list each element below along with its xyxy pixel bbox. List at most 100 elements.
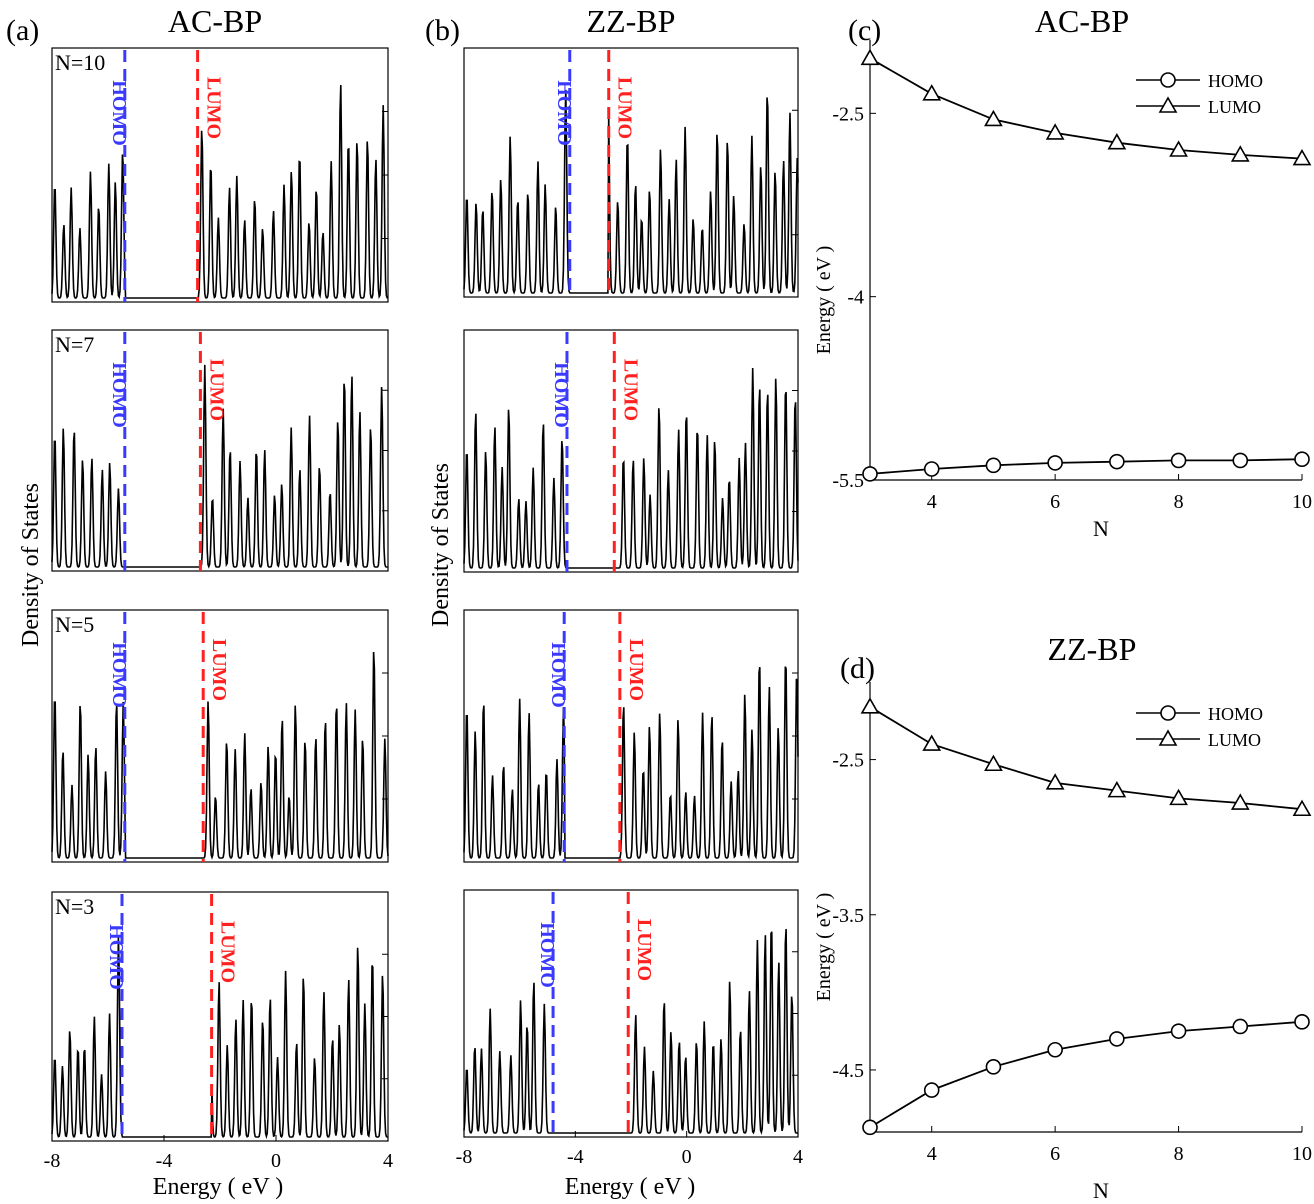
dos-curve (463, 367, 799, 570)
n-label: N=3 (55, 894, 94, 919)
point-lumo (1045, 773, 1065, 790)
xtick-label: 10 (1292, 491, 1312, 513)
legend-label: LUMO (1208, 730, 1261, 750)
dos-xtick-label: 0 (271, 1150, 281, 1172)
panel-a-title: AC-BP (168, 3, 262, 39)
xtick-label: 4 (927, 1143, 937, 1165)
y-axis-label: Energy ( eV ) (813, 246, 835, 355)
dos-xtick-label: 4 (793, 1146, 803, 1168)
homo-label: HOMO (108, 362, 130, 428)
point-lumo (1107, 781, 1127, 798)
dos-ylabel-mid: Density of States (428, 463, 454, 627)
dos-xtick-label: -8 (44, 1150, 61, 1172)
homo-label: HOMO (547, 642, 569, 708)
point-homo (1294, 451, 1310, 468)
homo-label: HOMO (550, 362, 572, 428)
legend-marker (1160, 705, 1176, 721)
dos-xtick-label: -8 (456, 1146, 473, 1168)
dos-curve (463, 666, 799, 860)
dos-panel-a-row: HOMO LUMO N=10 (51, 47, 389, 303)
point-lumo (1169, 140, 1188, 157)
point-homo (1232, 1018, 1249, 1035)
point-homo (1047, 1041, 1063, 1058)
point-lumo (860, 697, 880, 714)
point-lumo (1169, 788, 1188, 806)
legend-label: HOMO (1208, 704, 1263, 724)
point-homo (862, 466, 878, 482)
legend-marker (1158, 729, 1178, 746)
legend-marker (1160, 72, 1176, 88)
ytick-label: -5.5 (832, 470, 864, 492)
lumo-label: LUMO (208, 639, 230, 701)
panel-c-label: (c) (848, 14, 881, 47)
lumo-label: LUMO (625, 639, 647, 701)
series-line-homo (869, 1020, 1303, 1129)
lumo-label: LUMO (619, 359, 641, 421)
dos-panel-a-row: HOMO LUMO N=5 (51, 609, 389, 863)
ytick-label: -4.5 (832, 1060, 864, 1082)
xtick-label: 6 (1050, 491, 1060, 513)
ytick-label: -3.5 (832, 905, 864, 927)
xtick-label: 4 (927, 491, 937, 513)
n-label: N=10 (55, 50, 105, 75)
dos-curve (463, 89, 799, 295)
dos-xtick-label: 0 (682, 1146, 692, 1168)
legend-label: HOMO (1208, 71, 1263, 91)
panel-b-title: ZZ-BP (587, 3, 676, 39)
point-lumo (1230, 145, 1250, 162)
point-lumo (984, 109, 1003, 127)
lumo-label: LUMO (633, 919, 655, 981)
point-lumo (922, 734, 942, 751)
dos-curve (51, 84, 389, 300)
panel-b-label: (b) (425, 14, 460, 47)
xtick-label: 10 (1292, 1143, 1312, 1165)
point-homo (1294, 1014, 1310, 1030)
legend-label: LUMO (1208, 97, 1261, 117)
point-homo (862, 1119, 878, 1136)
homo-label: HOMO (108, 642, 130, 708)
homo-label: HOMO (553, 80, 575, 146)
point-homo (1170, 1023, 1187, 1039)
point-lumo (1230, 793, 1250, 810)
dos-panel-a-row: HOMO LUMO N=3 (51, 891, 389, 1142)
panel-a-label: (a) (6, 14, 39, 47)
x-axis-label: N (1093, 516, 1109, 541)
y-axis-label: Energy ( eV ) (813, 893, 835, 1002)
point-homo (1170, 452, 1187, 469)
lumo-label: LUMO (205, 359, 227, 421)
point-homo (923, 1082, 940, 1098)
dos-xtick-label: -4 (156, 1150, 173, 1172)
lumo-label: LUMO (203, 77, 225, 139)
point-homo (1109, 1031, 1125, 1047)
lumo-label: LUMO (217, 921, 239, 983)
dos-curve (463, 928, 798, 1135)
dos-curve (51, 651, 389, 860)
dos-curve (51, 364, 388, 569)
series-line-homo (869, 458, 1303, 475)
point-homo (1047, 455, 1063, 471)
ytick-label: -2.5 (832, 750, 864, 772)
lumo-label: LUMO (614, 77, 636, 139)
dos-panel-b-row: HOMO LUMO (463, 889, 799, 1138)
panel-d-label: (d) (840, 652, 875, 685)
dos-xtick-label: 4 (383, 1150, 393, 1172)
point-lumo (984, 754, 1003, 772)
series-line-lumo (869, 706, 1303, 811)
dos-xtick-label: -4 (567, 1146, 584, 1168)
panel-c-title: AC-BP (1035, 3, 1129, 39)
point-homo (923, 461, 940, 477)
point-homo (985, 1059, 1002, 1075)
homo-label: HOMO (108, 80, 130, 146)
x-axis-label: N (1093, 1178, 1109, 1203)
legend-marker (1158, 96, 1178, 113)
xtick-label: 8 (1174, 491, 1184, 513)
point-lumo (1045, 123, 1065, 140)
series-line-lumo (869, 57, 1303, 160)
point-lumo (860, 48, 880, 66)
energy-panel-c: -2.5 -4 -5.5 4 6 8 10 N Energy ( eV ) HOMO LUMO (813, 40, 1312, 541)
dos-xlabel-a: Energy ( eV ) (153, 1174, 283, 1200)
point-homo (1109, 453, 1125, 470)
